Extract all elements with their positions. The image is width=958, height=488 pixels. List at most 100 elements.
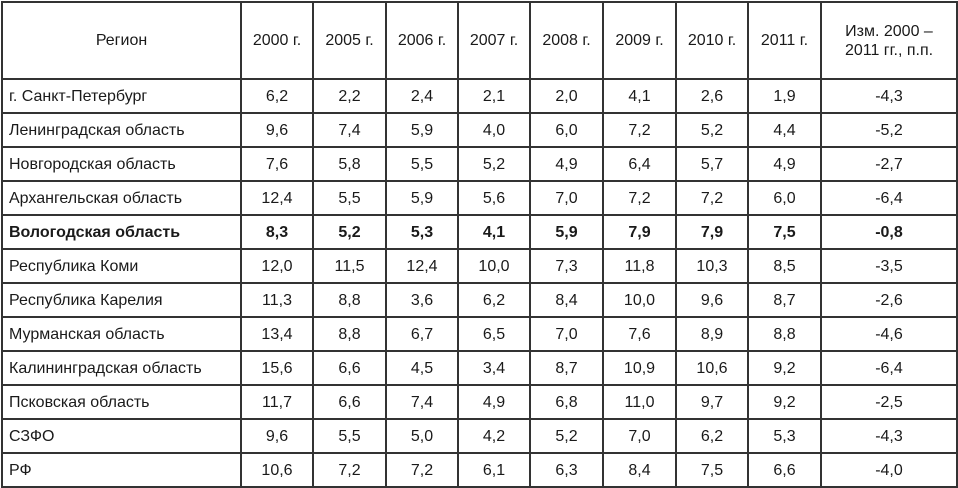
- value-cell: 4,0: [457, 112, 531, 148]
- value-cell: 7,3: [529, 248, 604, 284]
- value-cell: 7,9: [675, 214, 749, 250]
- change-cell: -6,4: [820, 180, 958, 216]
- value-cell: 4,1: [602, 78, 677, 114]
- region-cell: Архангельская область: [1, 180, 242, 216]
- value-cell: 5,2: [529, 418, 604, 454]
- change-cell: -3,5: [820, 248, 958, 284]
- value-cell: 2,2: [312, 78, 387, 114]
- value-cell: 6,2: [675, 418, 749, 454]
- value-cell: 3,6: [385, 282, 459, 318]
- value-cell: 5,3: [747, 418, 822, 454]
- value-cell: 7,2: [602, 112, 677, 148]
- column-header-year: 2008 г.: [529, 1, 604, 80]
- value-cell: 9,6: [240, 418, 314, 454]
- value-cell: 5,2: [457, 146, 531, 182]
- value-cell: 12,4: [385, 248, 459, 284]
- value-cell: 5,8: [312, 146, 387, 182]
- table-row: Республика Коми 12,0 11,5 12,4 10,0 7,3 11,8 10…: [1, 248, 958, 284]
- table-row: СЗФО 9,6 5,5 5,0 4,2 5,2 7,0 6,2 5,3 -4,3: [1, 418, 958, 454]
- value-cell: 7,2: [675, 180, 749, 216]
- value-cell: 7,2: [602, 180, 677, 216]
- value-cell: 6,1: [457, 452, 531, 488]
- table-row: Мурманская область 13,4 8,8 6,7 6,5 7,0 7,6 8,9…: [1, 316, 958, 352]
- value-cell: 4,9: [529, 146, 604, 182]
- region-cell: СЗФО: [1, 418, 242, 454]
- value-cell: 12,4: [240, 180, 314, 216]
- value-cell: 6,6: [747, 452, 822, 488]
- value-cell: 10,0: [457, 248, 531, 284]
- column-header-year: 2011 г.: [747, 1, 822, 80]
- region-cell: г. Санкт-Петербург: [1, 78, 242, 114]
- value-cell: 7,2: [312, 452, 387, 488]
- header-row: Регион 2000 г. 2005 г. 2006 г. 2007 г. 2008 г…: [1, 1, 958, 80]
- value-cell: 13,4: [240, 316, 314, 352]
- column-header-year: 2005 г.: [312, 1, 387, 80]
- value-cell: 6,4: [602, 146, 677, 182]
- value-cell: 8,4: [529, 282, 604, 318]
- change-cell: -2,5: [820, 384, 958, 420]
- value-cell: 7,2: [385, 452, 459, 488]
- value-cell: 8,9: [675, 316, 749, 352]
- value-cell: 4,2: [457, 418, 531, 454]
- value-cell: 5,9: [529, 214, 604, 250]
- value-cell: 5,7: [675, 146, 749, 182]
- value-cell: 2,0: [529, 78, 604, 114]
- region-cell: Республика Коми: [1, 248, 242, 284]
- value-cell: 9,7: [675, 384, 749, 420]
- value-cell: 7,0: [529, 316, 604, 352]
- value-cell: 7,0: [602, 418, 677, 454]
- table-row: Архангельская область 12,4 5,5 5,9 5,6 7,0 7,2…: [1, 180, 958, 216]
- value-cell: 11,3: [240, 282, 314, 318]
- value-cell: 5,0: [385, 418, 459, 454]
- column-header-year: 2010 г.: [675, 1, 749, 80]
- value-cell: 6,6: [312, 350, 387, 386]
- table-row: Республика Карелия 11,3 8,8 3,6 6,2 8,4 10,0 9,…: [1, 282, 958, 318]
- value-cell: 6,6: [312, 384, 387, 420]
- value-cell: 6,3: [529, 452, 604, 488]
- value-cell: 8,8: [747, 316, 822, 352]
- value-cell: 8,8: [312, 282, 387, 318]
- value-cell: 11,0: [602, 384, 677, 420]
- value-cell: 15,6: [240, 350, 314, 386]
- region-cell: Республика Карелия: [1, 282, 242, 318]
- column-header-year: 2006 г.: [385, 1, 459, 80]
- value-cell: 5,2: [675, 112, 749, 148]
- value-cell: 6,7: [385, 316, 459, 352]
- table-row: г. Санкт-Петербург 6,2 2,2 2,4 2,1 2,0 4,1 2,6 1…: [1, 78, 958, 114]
- table-row: Ленинградская область 9,6 7,4 5,9 4,0 6,0 7,2 5…: [1, 112, 958, 148]
- table-row: РФ 10,6 7,2 7,2 6,1 6,3 8,4 7,5 6,6 -4,0: [1, 452, 958, 488]
- value-cell: 6,8: [529, 384, 604, 420]
- value-cell: 7,9: [602, 214, 677, 250]
- value-cell: 10,3: [675, 248, 749, 284]
- column-header-region: Регион: [1, 1, 242, 80]
- region-cell: Вологодская область: [1, 214, 242, 250]
- value-cell: 6,0: [529, 112, 604, 148]
- value-cell: 8,3: [240, 214, 314, 250]
- region-cell: Мурманская область: [1, 316, 242, 352]
- value-cell: 1,9: [747, 78, 822, 114]
- value-cell: 3,4: [457, 350, 531, 386]
- change-cell: -4,3: [820, 78, 958, 114]
- value-cell: 5,3: [385, 214, 459, 250]
- value-cell: 2,4: [385, 78, 459, 114]
- value-cell: 7,0: [529, 180, 604, 216]
- value-cell: 4,9: [747, 146, 822, 182]
- region-cell: РФ: [1, 452, 242, 488]
- value-cell: 6,2: [457, 282, 531, 318]
- header-line: 2011 гг., п.п.: [844, 41, 934, 59]
- change-cell: -4,0: [820, 452, 958, 488]
- value-cell: 9,2: [747, 350, 822, 386]
- table-row: Псковская область 11,7 6,6 7,4 4,9 6,8 11,0 9,7…: [1, 384, 958, 420]
- change-cell: -2,7: [820, 146, 958, 182]
- value-cell: 8,4: [602, 452, 677, 488]
- value-cell: 7,5: [747, 214, 822, 250]
- value-cell: 7,4: [312, 112, 387, 148]
- column-header-year: 2007 г.: [457, 1, 531, 80]
- value-cell: 10,6: [240, 452, 314, 488]
- value-cell: 5,9: [385, 180, 459, 216]
- column-header-year: 2000 г.: [240, 1, 314, 80]
- value-cell: 11,5: [312, 248, 387, 284]
- value-cell: 11,7: [240, 384, 314, 420]
- change-cell: -2,6: [820, 282, 958, 318]
- value-cell: 6,2: [240, 78, 314, 114]
